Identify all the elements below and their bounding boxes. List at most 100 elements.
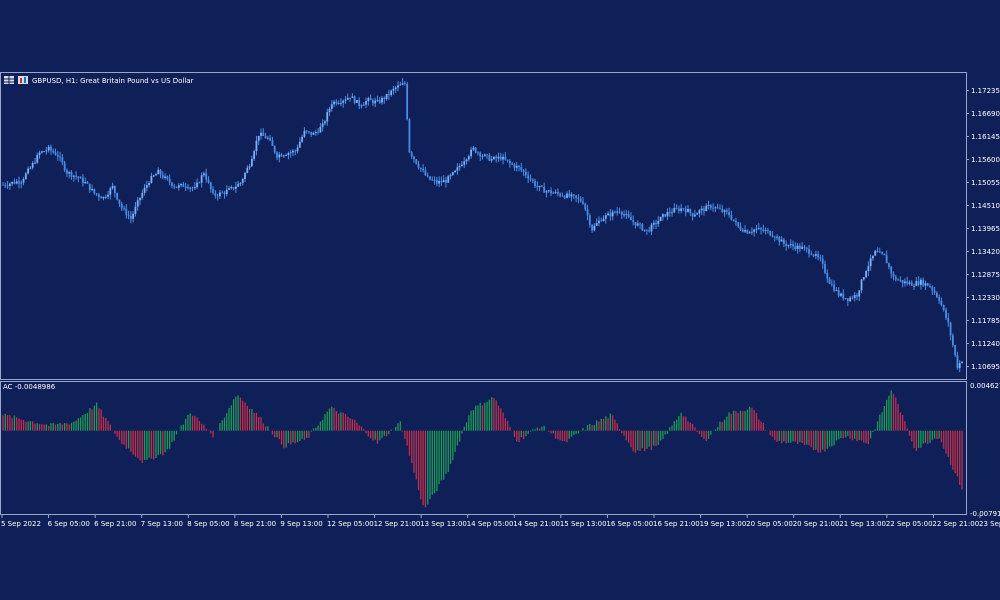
- candles: [2, 78, 963, 373]
- candle-body: [422, 168, 425, 171]
- candle-body: [235, 186, 237, 189]
- candle-body: [856, 294, 858, 297]
- candle-body: [639, 223, 641, 225]
- candle-body: [383, 97, 386, 100]
- candle-body: [440, 180, 443, 183]
- candle-body: [84, 181, 87, 183]
- candle-body: [561, 195, 564, 197]
- candle-body: [63, 162, 66, 171]
- candle-body: [739, 226, 742, 230]
- candle-body: [527, 175, 530, 179]
- candle-body: [260, 132, 262, 136]
- candle-body: [161, 174, 164, 178]
- candle-body: [335, 101, 338, 104]
- candle-body: [536, 185, 539, 188]
- candle-body: [333, 101, 335, 105]
- time-label: 8 Sep 21:00: [234, 520, 276, 528]
- candle-body: [787, 245, 790, 247]
- candle-body: [237, 183, 240, 187]
- candle-body: [134, 206, 137, 214]
- candle-body: [429, 176, 431, 180]
- candle-body: [488, 155, 491, 161]
- candle-body: [926, 283, 929, 287]
- candle-body: [714, 207, 717, 209]
- candle-body: [780, 239, 783, 242]
- table-icon[interactable]: [4, 76, 14, 84]
- candle-body: [408, 119, 411, 153]
- candle-body: [198, 182, 201, 184]
- candle-body: [751, 231, 753, 233]
- candle-body: [490, 159, 493, 161]
- time-axis: 5 Sep 2022 6 Sep 05:00 6 Sep 21:00 7 Sep 13…: [1, 514, 1000, 528]
- price-label: 1.15600: [971, 156, 1000, 164]
- candle-body: [641, 224, 644, 231]
- price-pane-frame: [0, 72, 967, 380]
- candle-body: [102, 196, 105, 199]
- candle-body: [778, 236, 781, 242]
- candle-body: [837, 290, 840, 296]
- candle-body: [88, 183, 91, 191]
- candle-body: [22, 179, 25, 183]
- candle-body: [844, 298, 847, 300]
- candle-body: [223, 192, 226, 195]
- candle-body: [250, 158, 253, 167]
- candle-body: [219, 192, 221, 197]
- candle-body: [246, 167, 249, 173]
- candle-body: [851, 297, 854, 299]
- chart-type-icon[interactable]: [18, 76, 28, 84]
- indicator-label: AC -0.0048986: [3, 383, 56, 391]
- candle-body: [643, 229, 646, 231]
- candle-body: [369, 98, 372, 101]
- candle-body: [878, 252, 881, 253]
- price-label: 1.11240: [971, 340, 1000, 348]
- candle-body: [568, 193, 571, 197]
- candle-body: [184, 186, 187, 188]
- candle-body: [287, 153, 290, 156]
- candle-body: [579, 198, 582, 202]
- candle-body: [611, 211, 614, 217]
- candle-body: [691, 212, 694, 217]
- candle-body: [127, 215, 130, 217]
- candle-body: [104, 196, 107, 198]
- candle-body: [145, 185, 148, 188]
- candle-body: [392, 88, 395, 91]
- candle-body: [657, 221, 660, 225]
- candle-body: [933, 290, 936, 293]
- candle-body: [419, 167, 422, 169]
- candle-body: [853, 294, 856, 298]
- candle-body: [45, 150, 48, 152]
- candle-body: [164, 176, 167, 178]
- candle-body: [961, 361, 963, 364]
- candle-body: [56, 155, 59, 157]
- candle-body: [719, 208, 721, 210]
- candle-body: [668, 211, 671, 214]
- candle-body: [600, 220, 603, 222]
- candle-body: [598, 220, 600, 224]
- indicator-scale-top: 0.0046279: [970, 382, 1000, 390]
- candle-body: [155, 174, 157, 176]
- candle-body: [696, 213, 699, 215]
- candle-body: [271, 140, 274, 146]
- candle-body: [757, 228, 760, 229]
- candle-body: [949, 322, 952, 336]
- time-label: 16 Sep 05:00: [606, 520, 653, 528]
- candle-body: [353, 96, 356, 103]
- candle-body: [273, 145, 276, 153]
- candle-body: [111, 185, 114, 189]
- candle-body: [497, 156, 500, 159]
- time-label: 21 Sep 13:00: [839, 520, 886, 528]
- candle-body: [771, 235, 774, 237]
- candle-body: [769, 230, 772, 236]
- candle-body: [892, 273, 895, 277]
- time-label: 22 Sep 21:00: [932, 520, 979, 528]
- candle-body: [399, 84, 402, 86]
- candle-body: [367, 98, 370, 102]
- candle-body: [737, 222, 740, 227]
- candle-body: [109, 188, 112, 195]
- candle-body: [4, 184, 7, 186]
- candle-body: [502, 156, 504, 160]
- candle-body: [947, 318, 950, 323]
- candle-body: [773, 236, 776, 238]
- candle-body: [869, 258, 872, 267]
